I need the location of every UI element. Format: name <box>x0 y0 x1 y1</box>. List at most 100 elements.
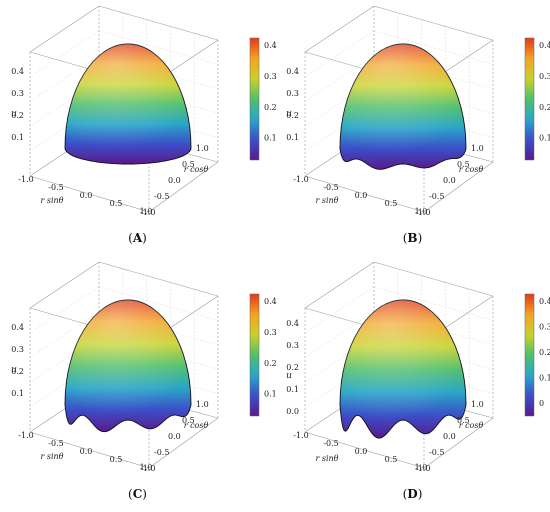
y-axis-label: r cosθ <box>459 421 484 430</box>
x-tick-label: 1.0 <box>140 463 153 472</box>
z-axis-label: u <box>286 371 292 381</box>
x-tick-label: 0.0 <box>80 447 93 456</box>
y-tick-label: 0.0 <box>168 432 181 441</box>
colorbar-tick-label: 0.4 <box>264 297 277 306</box>
box-edge <box>304 261 375 309</box>
grid-line <box>373 336 494 370</box>
x-tick-label: -1.0 <box>293 431 308 440</box>
z-axis-label: u <box>11 365 17 375</box>
plot-d: 0.40.30.20.10.0u-1.0-0.50.00.51.0r sinθ1… <box>286 261 550 473</box>
z-tick-label: 0.4 <box>286 67 299 76</box>
z-tick-label: 0.2 <box>11 111 24 120</box>
box-edge <box>304 175 425 213</box>
colorbar-tick-label: 0.2 <box>539 348 550 357</box>
grid-line <box>373 360 494 394</box>
box-edge <box>423 417 494 469</box>
colorbar-tick-label: 0.2 <box>264 359 277 368</box>
grid-line <box>98 104 219 138</box>
box-edge <box>29 431 150 469</box>
y-tick-label: 1.0 <box>196 400 209 409</box>
colorbar-tick-label: 0.4 <box>539 41 550 50</box>
box-edge <box>423 161 494 213</box>
x-axis-label: r sinθ <box>41 196 64 205</box>
x-tick-label: 0.0 <box>355 191 368 200</box>
box-edge <box>148 161 219 213</box>
y-tick-label: -0.5 <box>429 192 444 201</box>
grid-line <box>373 55 494 90</box>
colorbar-tick-label: 0.3 <box>264 72 277 81</box>
colorbar-tick-label: 0.1 <box>264 390 277 399</box>
colorbar <box>524 293 535 417</box>
z-tick-label: 0.2 <box>11 367 24 376</box>
y-tick-label: 0.5 <box>182 416 195 425</box>
colorbar-tick-label: 0.4 <box>264 41 277 50</box>
plot-c: 0.40.30.20.1u-1.0-0.50.00.51.0r sinθ1.00… <box>11 261 277 473</box>
box-edge <box>304 5 375 53</box>
y-tick-label: 0.0 <box>168 176 181 185</box>
plot-a: 0.40.30.20.1u-1.0-0.50.00.51.0r sinθ1.00… <box>11 5 277 217</box>
y-tick-label: 0.5 <box>457 416 470 425</box>
z-tick-label: 0.1 <box>11 389 24 398</box>
colorbar-tick-label: 0.2 <box>264 103 277 112</box>
x-axis-label: r sinθ <box>316 196 339 205</box>
box-edge <box>98 261 219 297</box>
colorbar-tick-label: 0.1 <box>264 134 277 143</box>
x-tick-label: -0.5 <box>48 183 63 192</box>
y-tick-label: -0.5 <box>154 192 169 201</box>
y-tick-label: -1.0 <box>140 464 155 473</box>
x-tick-label: -0.5 <box>323 183 338 192</box>
y-tick-label: -1.0 <box>140 208 155 217</box>
grid-line <box>373 80 494 114</box>
z-tick-label: 0.1 <box>11 133 24 142</box>
colorbar-tick-label: 0.1 <box>539 374 550 383</box>
y-tick-label: 0.5 <box>457 160 470 169</box>
y-tick-label: 0.0 <box>443 432 456 441</box>
panel-c: 0.4 0.3 0.2 0.1 u -1.0 -0.5 0.0 0.5 1.0 r sinθ 1.0 0… <box>0 256 277 512</box>
z-tick-label: 0.4 <box>11 67 24 76</box>
plot-b: 0.40.30.20.1u-1.0-0.50.00.51.0r sinθ1.00… <box>286 5 550 217</box>
x-tick-label: 0.5 <box>385 455 398 464</box>
grid-line <box>98 55 219 90</box>
colorbar-tick-label: 0.3 <box>539 323 550 332</box>
y-axis-label: r cosθ <box>459 165 484 174</box>
z-axis-label: u <box>286 109 292 119</box>
panel-d: 0.4 0.3 0.2 0.1 0.0 u -1.0 -0.5 0.0 0.5 1.0 r sinθ 1… <box>275 256 550 512</box>
caption-d: (D) <box>402 487 423 501</box>
x-axis-label: r sinθ <box>41 452 64 461</box>
z-tick-label: 0.4 <box>11 323 24 332</box>
colorbar-tick-label: 0 <box>539 399 544 408</box>
box-edge <box>373 261 494 297</box>
box-edge <box>148 417 219 469</box>
box-edge <box>304 431 425 469</box>
box-edge <box>98 5 219 41</box>
caption-c: (C) <box>128 487 147 501</box>
x-tick-label: 1.0 <box>415 207 428 216</box>
y-tick-label: -0.5 <box>154 448 169 457</box>
surface-highlight <box>340 300 466 439</box>
x-tick-label: 0.5 <box>385 199 398 208</box>
grid-line <box>98 311 219 346</box>
x-tick-label: 0.0 <box>80 191 93 200</box>
colorbar-tick-label: 0.4 <box>539 297 550 306</box>
box-edge <box>29 5 100 53</box>
caption-a: (A) <box>128 231 147 245</box>
y-tick-label: 1.0 <box>471 400 484 409</box>
x-tick-label: -0.5 <box>323 439 338 448</box>
y-axis-label: r cosθ <box>184 165 209 174</box>
colorbar <box>524 37 535 161</box>
surface-highlight <box>65 44 191 164</box>
x-tick-label: 0.0 <box>355 447 368 456</box>
colorbar <box>249 293 260 417</box>
z-tick-label: 0.2 <box>286 111 299 120</box>
y-tick-label: 0.0 <box>443 176 456 185</box>
box-edge <box>29 175 150 213</box>
y-axis-label: r cosθ <box>184 421 209 430</box>
x-tick-label: 1.0 <box>140 207 153 216</box>
y-tick-label: 1.0 <box>471 144 484 153</box>
z-axis-label: u <box>11 109 17 119</box>
z-tick-label: 0.1 <box>286 133 299 142</box>
grid-line <box>98 80 219 114</box>
x-tick-label: 1.0 <box>415 463 428 472</box>
z-tick-label: 0.3 <box>286 341 299 350</box>
z-tick-label: 0.3 <box>286 89 299 98</box>
